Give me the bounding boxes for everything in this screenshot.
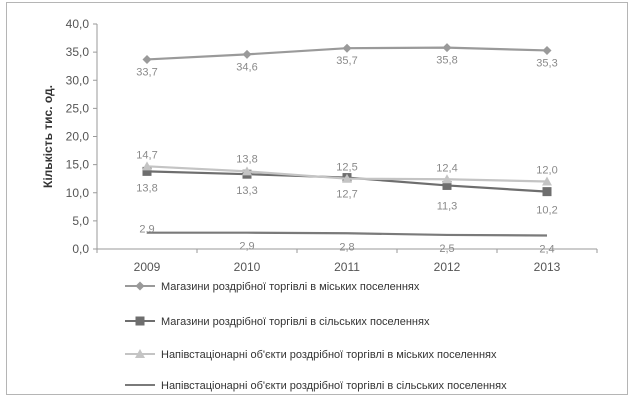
axes: 0,0 5,0 10,0 15,0 20,0 25,0 30,0 35,0 40,0 2009 20…: [41, 17, 598, 274]
y-tick-label: 10,0: [66, 186, 90, 200]
legend-marker: [135, 316, 145, 326]
data-point: [142, 166, 152, 176]
y-tick-label: 0,0: [72, 242, 89, 256]
y-axis-title: Кількість тис. од.: [41, 85, 55, 188]
data-label: 2,8: [339, 241, 354, 253]
data-point: [542, 187, 552, 197]
data-point: [142, 54, 152, 64]
data-label: 34,6: [236, 61, 257, 73]
data-point: [542, 45, 552, 55]
data-labels: 33,7 34,6 35,7 35,8 35,3 13,8 13,3 12,7 11,3 10,2…: [136, 55, 557, 256]
data-point: [342, 43, 352, 53]
legend: Магазини роздрібної торгівлі в міських п…: [125, 281, 507, 392]
data-label: 2,9: [239, 241, 254, 253]
legend-label: Магазини роздрібної торгівлі в міських п…: [161, 281, 420, 293]
data-label: 35,8: [436, 55, 457, 67]
data-label: 2,5: [439, 243, 454, 255]
line-chart: 0,0 5,0 10,0 15,0 20,0 25,0 30,0 35,0 40,0 2009 20…: [41, 17, 598, 392]
data-label: 11,3: [437, 200, 458, 212]
data-point: [542, 176, 552, 186]
data-label: 33,7: [136, 66, 157, 78]
data-label: 14,7: [136, 149, 157, 161]
data-label: 2,4: [539, 244, 554, 256]
chart-frame: 0,0 5,0 10,0 15,0 20,0 25,0 30,0 35,0 40,0 2009 20…: [6, 2, 628, 395]
y-tick-label: 5,0: [72, 214, 89, 228]
legend-label: Напівстаціонарні об'єкти роздрібної торг…: [161, 380, 507, 392]
legend-label: Напівстаціонарні об'єкти роздрібної торг…: [161, 349, 497, 361]
data-label: 35,3: [536, 57, 557, 69]
data-label: 35,7: [336, 55, 357, 67]
y-tick-label: 40,0: [66, 17, 90, 31]
x-tick-label: 2010: [234, 260, 261, 274]
x-tick-label: 2011: [334, 260, 360, 274]
data-point: [242, 49, 252, 59]
data-label: 12,0: [536, 165, 557, 177]
legend-label: Магазини роздрібної торгівлі в сільських…: [161, 316, 430, 328]
data-label: 12,4: [436, 162, 457, 174]
data-label: 12,5: [336, 162, 357, 174]
x-tick-label: 2012: [434, 260, 461, 274]
data-point: [142, 161, 152, 171]
series-layer: [142, 43, 552, 237]
data-label: 13,3: [236, 185, 257, 197]
y-tick-label: 30,0: [66, 73, 90, 87]
data-point: [442, 174, 452, 184]
y-tick-label: 25,0: [66, 101, 90, 115]
data-point: [442, 180, 452, 190]
x-tick-label: 2009: [134, 260, 161, 274]
series-line: [147, 231, 548, 237]
data-point: [242, 166, 252, 176]
y-tick-label: 35,0: [66, 45, 90, 59]
data-label: 13,8: [136, 182, 157, 194]
data-point: [442, 43, 452, 53]
legend-marker: [135, 281, 145, 291]
y-tick-label: 15,0: [66, 158, 90, 172]
data-label: 12,7: [336, 189, 357, 201]
legend-marker: [135, 349, 145, 358]
data-label: 2,9: [139, 224, 154, 236]
x-tick-label: 2013: [534, 260, 561, 274]
data-label: 13,8: [236, 153, 257, 165]
y-tick-label: 20,0: [66, 130, 90, 144]
data-label: 10,2: [536, 205, 557, 217]
data-point: [342, 173, 352, 183]
